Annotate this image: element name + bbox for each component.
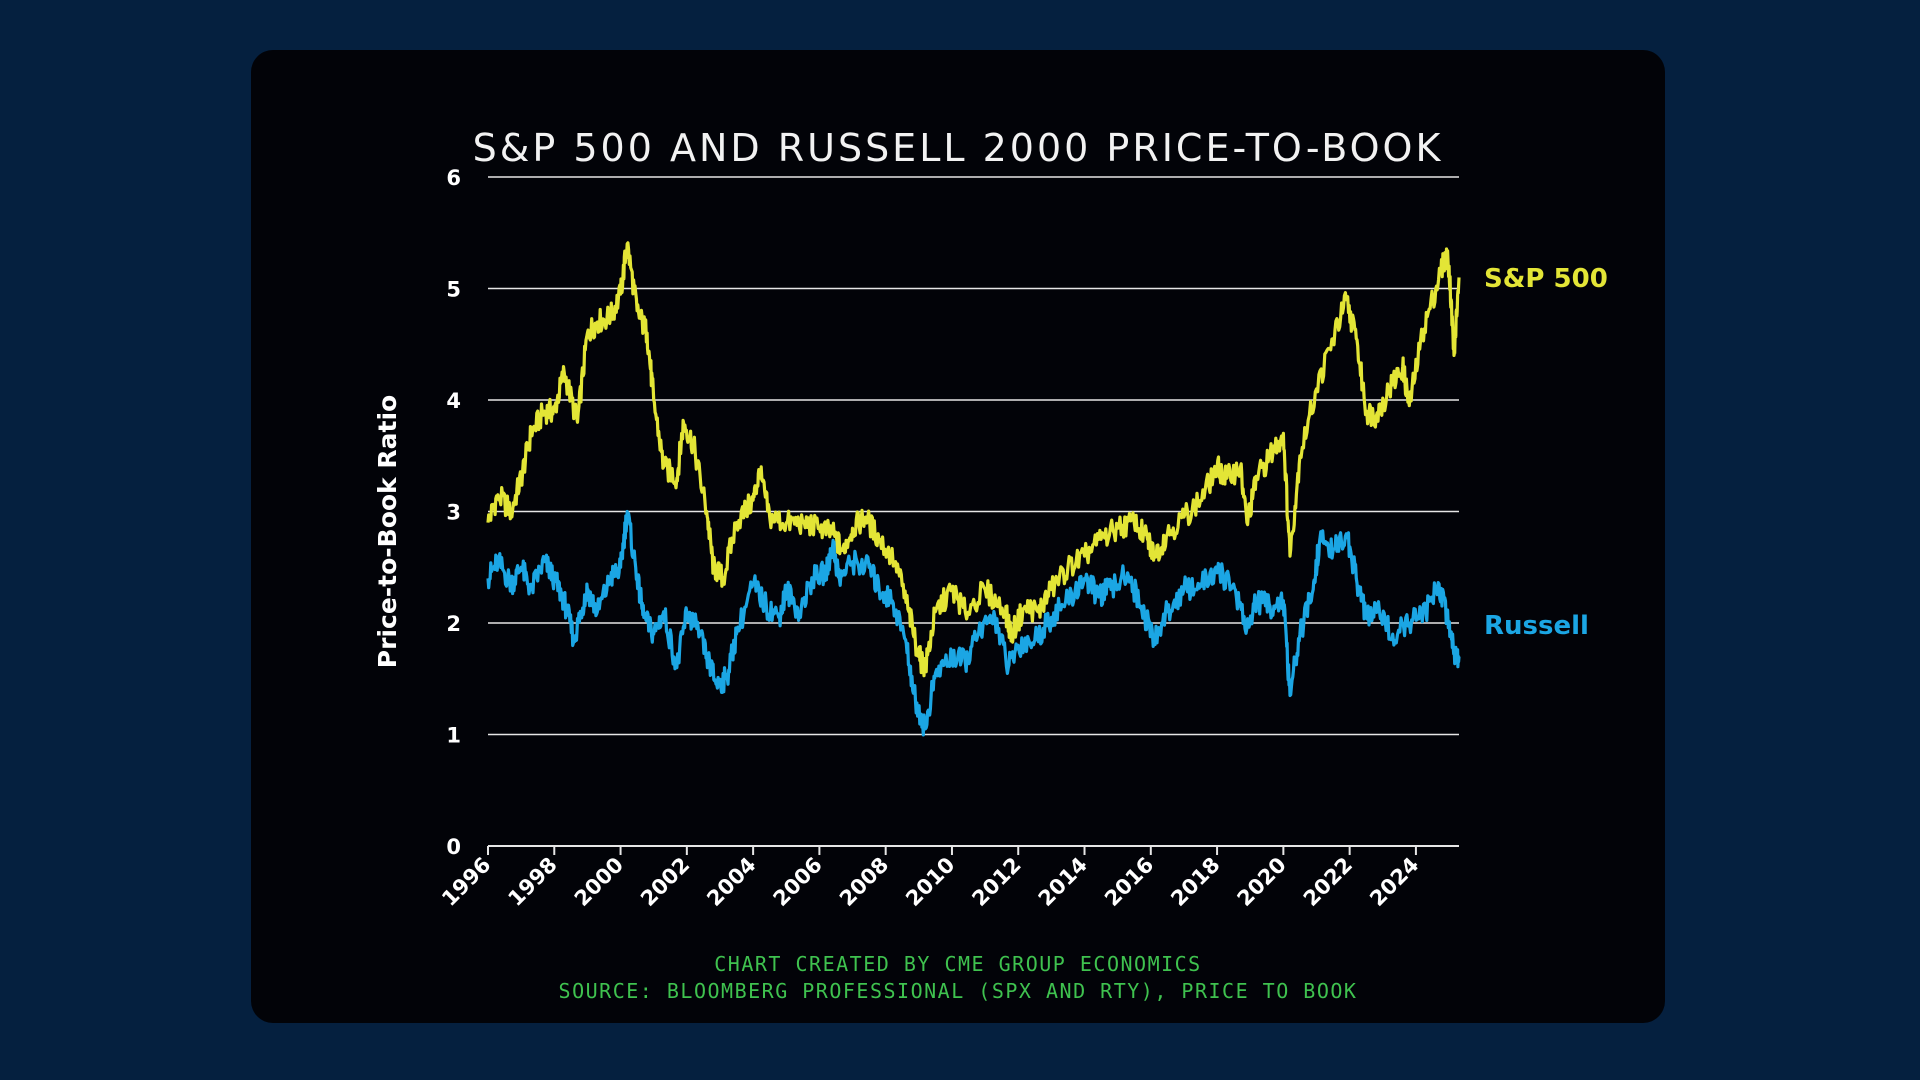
- x-tick-label: 2024: [1365, 853, 1423, 911]
- y-tick-label: 6: [446, 166, 461, 190]
- y-tick-label: 5: [446, 278, 461, 302]
- y-tick-label: 3: [446, 501, 461, 525]
- x-tick-label: 2008: [835, 853, 893, 911]
- sp500-label: S&P 500: [1484, 264, 1608, 294]
- x-tick-label: 2022: [1299, 853, 1357, 911]
- chart-card: S&P 500 AND RUSSELL 2000 PRICE-TO-BOOK 0…: [251, 50, 1665, 1023]
- x-tick-label: 2012: [967, 853, 1025, 911]
- russell-line: [486, 509, 1461, 737]
- sp500-line: [486, 241, 1461, 678]
- x-tick-label: 2014: [1034, 853, 1092, 911]
- x-tick-label: 2020: [1233, 853, 1291, 911]
- x-tick-label: 2016: [1100, 853, 1158, 911]
- y-tick-label: 4: [446, 389, 461, 413]
- x-tick-label: 2006: [769, 853, 827, 911]
- x-tick-label: 2000: [570, 853, 628, 911]
- x-tick-label: 1996: [437, 853, 495, 911]
- chart-title: S&P 500 AND RUSSELL 2000 PRICE-TO-BOOK: [472, 126, 1444, 170]
- x-tick-label: 2002: [636, 853, 694, 911]
- y-tick-label: 1: [446, 724, 461, 748]
- chart-source: SOURCE: BLOOMBERG PROFESSIONAL (SPX AND …: [558, 979, 1358, 1003]
- y-axis-title: Price-to-Book Ratio: [373, 395, 402, 668]
- chart-credit: CHART CREATED BY CME GROUP ECONOMICS: [714, 952, 1202, 976]
- x-tick-label: 2010: [901, 853, 959, 911]
- russell-label: Russell: [1484, 611, 1589, 641]
- y-tick-label: 0: [446, 835, 461, 859]
- x-tick-label: 1998: [504, 853, 562, 911]
- x-tick-label: 2004: [702, 853, 760, 911]
- x-tick-label: 2018: [1166, 853, 1224, 911]
- y-tick-label: 2: [446, 612, 461, 636]
